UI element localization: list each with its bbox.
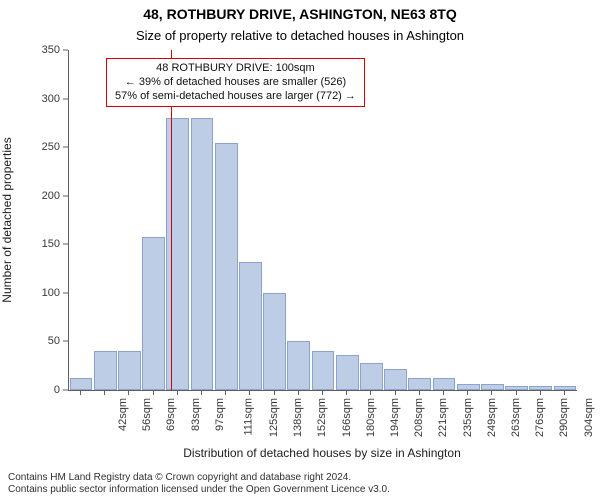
- x-tick-mark: [443, 390, 444, 395]
- info-box-line: ← 39% of detached houses are smaller (52…: [115, 76, 356, 90]
- histogram-bar: [384, 369, 407, 390]
- x-tick-mark: [249, 390, 250, 395]
- y-tick-mark: [63, 341, 68, 342]
- x-tick-mark: [516, 390, 517, 395]
- histogram-bar: [360, 363, 383, 390]
- x-tick-mark: [491, 390, 492, 395]
- x-tick-mark: [346, 390, 347, 395]
- x-tick-label: 42sqm: [117, 398, 129, 431]
- property-info-box: 48 ROTHBURY DRIVE: 100sqm← 39% of detach…: [106, 58, 365, 107]
- x-tick-label: 166sqm: [341, 398, 353, 437]
- x-tick-mark: [564, 390, 565, 395]
- histogram-bar: [142, 237, 165, 390]
- x-tick-mark: [177, 390, 178, 395]
- footer-line: Contains HM Land Registry data © Crown c…: [8, 472, 390, 484]
- x-tick-label: 56sqm: [141, 398, 153, 431]
- histogram-bar: [554, 386, 577, 390]
- y-tick-mark: [63, 390, 68, 391]
- x-tick-mark: [225, 390, 226, 395]
- x-tick-label: 152sqm: [317, 398, 329, 437]
- histogram-bar: [239, 262, 262, 390]
- histogram-bar: [529, 386, 552, 390]
- x-axis-label: Distribution of detached houses by size …: [68, 446, 576, 460]
- histogram-bar: [70, 378, 93, 390]
- x-tick-label: 249sqm: [486, 398, 498, 437]
- x-tick-mark: [540, 390, 541, 395]
- x-tick-label: 290sqm: [559, 398, 571, 437]
- x-tick-mark: [298, 390, 299, 395]
- x-tick-mark: [153, 390, 154, 395]
- y-tick-mark: [63, 147, 68, 148]
- histogram-bar: [433, 378, 456, 390]
- x-tick-mark: [395, 390, 396, 395]
- x-tick-label: 83sqm: [190, 398, 202, 431]
- chart-subtitle: Size of property relative to detached ho…: [0, 28, 600, 43]
- x-tick-label: 138sqm: [292, 398, 304, 437]
- y-tick-mark: [63, 244, 68, 245]
- histogram-bar: [118, 351, 141, 390]
- y-tick-mark: [63, 98, 68, 99]
- x-tick-label: 125sqm: [268, 398, 280, 437]
- histogram-bar: [336, 355, 359, 390]
- x-tick-label: 276sqm: [534, 398, 546, 437]
- histogram-bar: [287, 341, 310, 390]
- x-tick-label: 180sqm: [365, 398, 377, 437]
- histogram-bar: [408, 378, 431, 390]
- x-tick-mark: [467, 390, 468, 395]
- y-tick-mark: [63, 50, 68, 51]
- chart-title: 48, ROTHBURY DRIVE, ASHINGTON, NE63 8TQ: [0, 6, 600, 22]
- x-tick-mark: [322, 390, 323, 395]
- y-tick-label: 150: [42, 238, 60, 250]
- x-tick-label: 221sqm: [438, 398, 450, 437]
- x-tick-label: 304sqm: [583, 398, 595, 437]
- x-tick-label: 69sqm: [165, 398, 177, 431]
- x-tick-mark: [419, 390, 420, 395]
- y-tick-label: 100: [42, 287, 60, 299]
- histogram-bar: [215, 143, 238, 390]
- x-tick-mark: [274, 390, 275, 395]
- y-axis-label: Number of detached properties: [0, 137, 14, 302]
- x-tick-mark: [80, 390, 81, 395]
- x-tick-label: 263sqm: [510, 398, 522, 437]
- y-tick-label: 300: [42, 93, 60, 105]
- y-tick-mark: [63, 195, 68, 196]
- y-tick-label: 200: [42, 190, 60, 202]
- info-box-line: 48 ROTHBURY DRIVE: 100sqm: [115, 62, 356, 76]
- x-tick-label: 97sqm: [214, 398, 226, 431]
- histogram-bar: [263, 293, 286, 390]
- y-tick-label: 250: [42, 141, 60, 153]
- x-tick-label: 111sqm: [242, 398, 254, 436]
- footer-credits: Contains HM Land Registry data © Crown c…: [8, 472, 390, 496]
- y-tick-label: 350: [42, 44, 60, 56]
- x-tick-label: 208sqm: [413, 398, 425, 437]
- x-tick-mark: [104, 390, 105, 395]
- chart-container: { "title_main": "48, ROTHBURY DRIVE, ASH…: [0, 0, 600, 500]
- footer-line: Contains public sector information licen…: [8, 484, 390, 496]
- info-box-line: 57% of semi-detached houses are larger (…: [115, 90, 356, 104]
- x-tick-label: 194sqm: [389, 398, 401, 437]
- histogram-bar: [94, 351, 117, 390]
- x-tick-label: 235sqm: [462, 398, 474, 437]
- y-tick-label: 50: [48, 335, 60, 347]
- x-tick-mark: [201, 390, 202, 395]
- x-tick-mark: [128, 390, 129, 395]
- histogram-bar: [312, 351, 335, 390]
- histogram-bar: [166, 118, 189, 390]
- histogram-bar: [191, 118, 214, 390]
- y-tick-label: 0: [54, 384, 60, 396]
- y-tick-mark: [63, 292, 68, 293]
- x-tick-mark: [370, 390, 371, 395]
